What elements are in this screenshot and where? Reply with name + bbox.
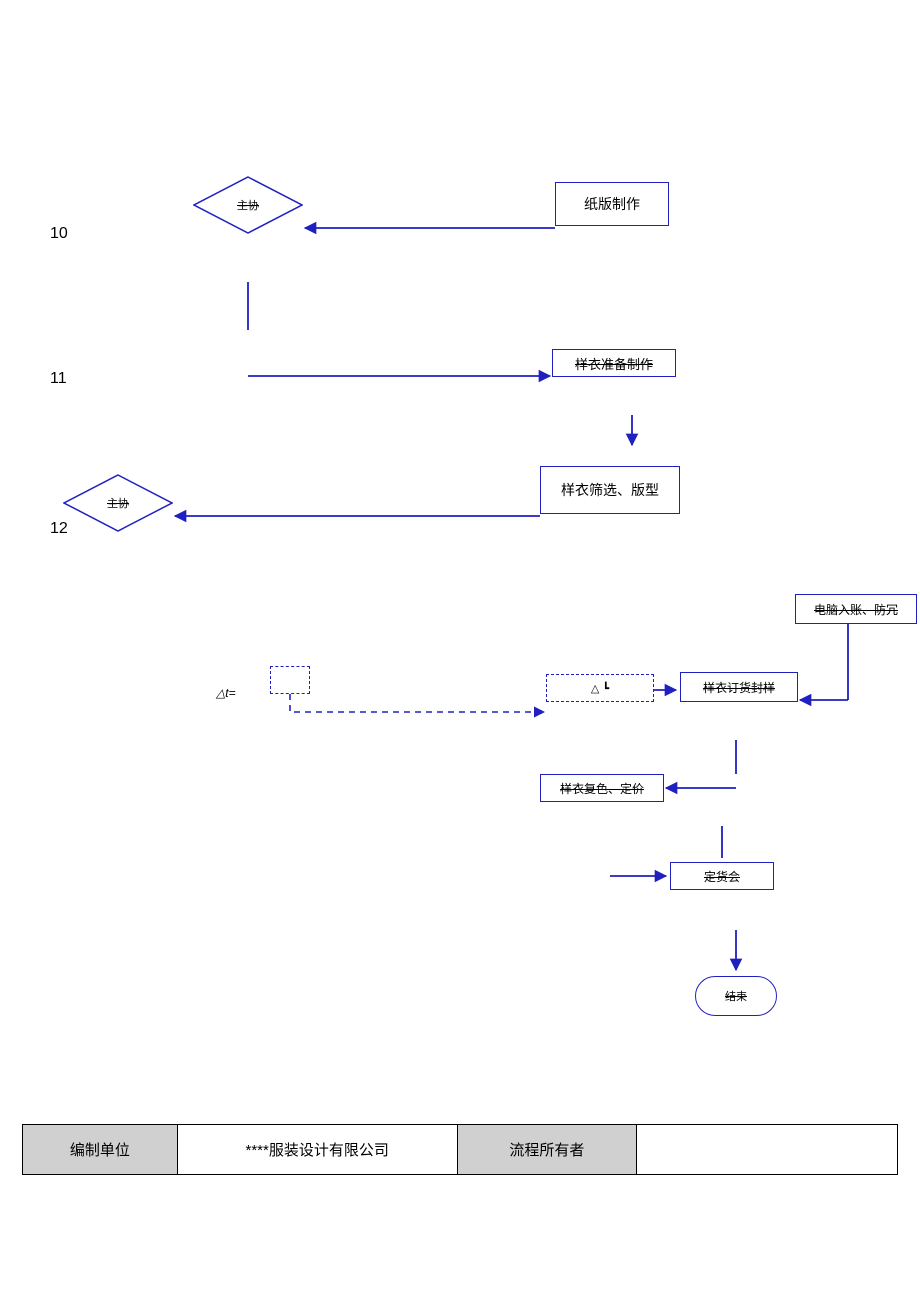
node-sample-filter-label: 样衣筛选、版型 xyxy=(561,480,659,500)
node-right-log-label: 电脑入账、防冗 xyxy=(814,601,898,618)
node-finalize: 定货会 xyxy=(670,862,774,890)
edges xyxy=(0,0,920,1100)
node-diamond-top: 主协 xyxy=(193,176,303,234)
node-records-label: 样衣订货封样 xyxy=(703,679,775,696)
node-diamond-top-label: 主协 xyxy=(237,197,259,213)
row-label-11: 11 xyxy=(50,370,67,388)
node-sample-color-label: 样衣复色、定价 xyxy=(560,780,644,797)
node-sample-pre-label: 样衣准备制作 xyxy=(575,354,653,373)
cell-unit-value: ****服装设计有限公司 xyxy=(177,1125,457,1175)
node-diamond-left-label: 主协 xyxy=(107,495,129,511)
node-dashed-small xyxy=(270,666,310,694)
meta-table: 编制单位 ****服装设计有限公司 流程所有者 xyxy=(22,1124,898,1175)
node-dashed-mid: △ ┗ xyxy=(546,674,654,702)
node-end: 结束 xyxy=(695,976,777,1016)
node-diamond-left: 主协 xyxy=(63,474,173,532)
node-end-label: 结束 xyxy=(725,988,747,1004)
node-paper-make-label: 纸版制作 xyxy=(584,194,640,214)
row-label-10: 10 xyxy=(50,225,68,243)
node-right-log: 电脑入账、防冗 xyxy=(795,594,917,624)
cell-unit-header: 编制单位 xyxy=(23,1125,178,1175)
node-records: 样衣订货封样 xyxy=(680,672,798,702)
node-sample-filter: 样衣筛选、版型 xyxy=(540,466,680,514)
cell-owner-header: 流程所有者 xyxy=(457,1125,637,1175)
node-sample-pre: 样衣准备制作 xyxy=(552,349,676,377)
table-row: 编制单位 ****服装设计有限公司 流程所有者 xyxy=(23,1125,898,1175)
delta-label: △t= xyxy=(216,686,236,700)
node-paper-make: 纸版制作 xyxy=(555,182,669,226)
node-finalize-label: 定货会 xyxy=(704,868,740,885)
cell-owner-value xyxy=(637,1125,898,1175)
node-dashed-mid-label: △ ┗ xyxy=(591,682,609,695)
node-sample-color: 样衣复色、定价 xyxy=(540,774,664,802)
